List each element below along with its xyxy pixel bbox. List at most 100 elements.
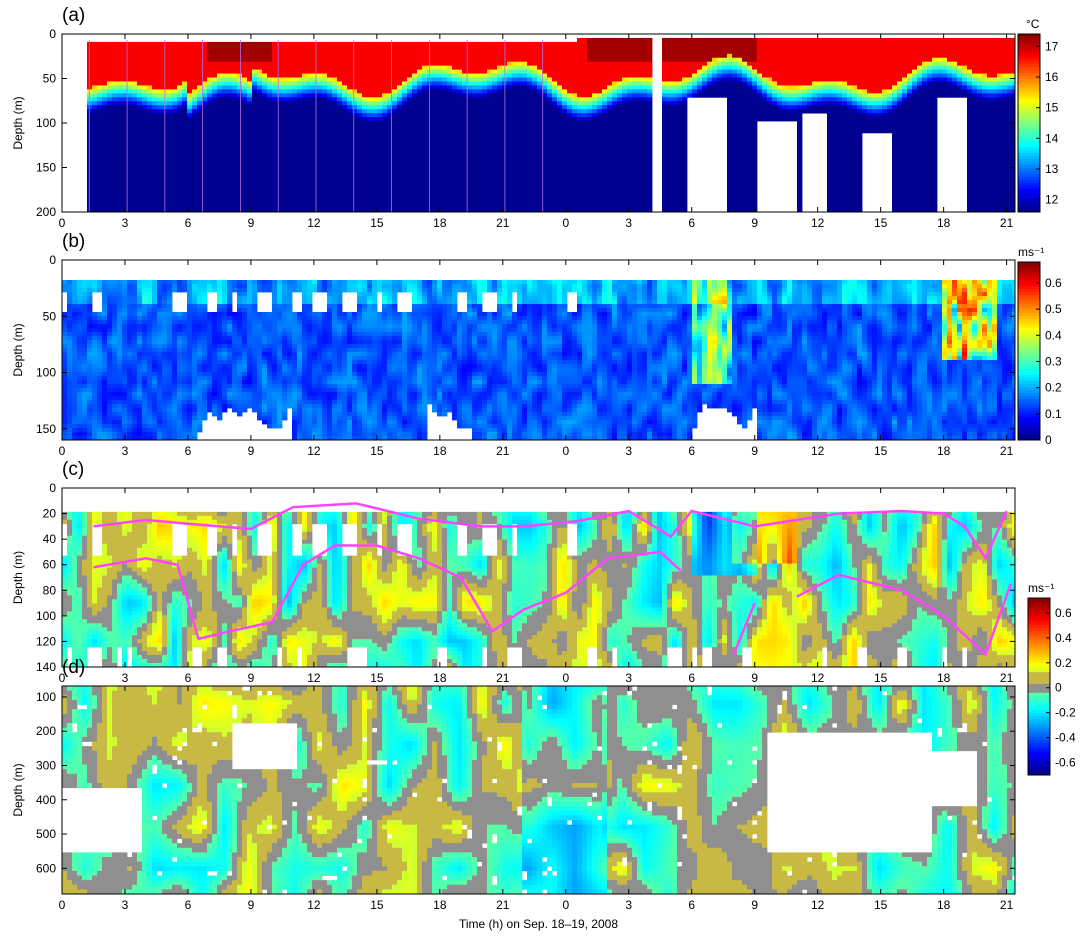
- field-cell: [377, 400, 382, 404]
- field-cell: [477, 300, 482, 304]
- field-cell: [312, 74, 317, 78]
- field-cell: [697, 81, 702, 85]
- field-cell: [442, 404, 447, 408]
- field-cell: [102, 105, 107, 109]
- field-cell: [347, 360, 352, 364]
- field-cell: [347, 404, 352, 408]
- field-cell: [362, 372, 367, 376]
- field-cell: [362, 105, 367, 109]
- field-cell: [437, 328, 442, 332]
- field-cell: [162, 428, 167, 432]
- field-cell: [77, 340, 82, 344]
- field-cell: [192, 284, 197, 288]
- field-cell: [172, 105, 177, 109]
- field-cell: [612, 93, 617, 97]
- field-cell: [797, 101, 802, 105]
- field-cell: [842, 105, 847, 109]
- field-cell: [67, 312, 72, 316]
- field-cell: [482, 316, 487, 320]
- field-cell: [67, 336, 72, 340]
- field-cell: [837, 81, 842, 85]
- field-cell: [792, 97, 797, 101]
- field-cell: [157, 432, 162, 436]
- field-cell: [77, 416, 82, 420]
- field-cell: [307, 352, 312, 360]
- field-cell: [317, 93, 322, 97]
- field-cell: [257, 384, 262, 388]
- field-cell: [882, 109, 887, 113]
- field-cell: [172, 424, 177, 428]
- field-cell: [302, 89, 307, 93]
- field-cell: [842, 101, 847, 105]
- field-cell: [187, 428, 192, 432]
- field-cell: [472, 308, 477, 312]
- field-cell: [502, 404, 507, 408]
- field-cell: [522, 288, 527, 292]
- field-cell: [517, 42, 522, 62]
- field-cell: [182, 368, 187, 372]
- field-cell: [792, 109, 797, 113]
- field-cell: [382, 292, 387, 296]
- field-cell: [192, 412, 197, 416]
- field-cell: [292, 352, 297, 356]
- field-cell: [512, 404, 517, 408]
- field-cell: [312, 372, 317, 376]
- field-cell: [882, 117, 887, 133]
- field-cell: [97, 412, 102, 416]
- field-cell: [352, 117, 357, 212]
- field-cell: [272, 380, 277, 384]
- field-cell: [347, 340, 352, 344]
- field-cell: [437, 42, 442, 66]
- field-cell: [827, 89, 832, 93]
- field-cell: [452, 292, 457, 296]
- field-cell: [357, 360, 362, 364]
- field-cell: [507, 412, 512, 416]
- field-cell: [307, 432, 312, 436]
- field-cell: [137, 42, 142, 86]
- field-cell: [467, 424, 472, 428]
- field-cell: [417, 348, 422, 352]
- field-cell: [267, 284, 272, 288]
- field-cell: [537, 42, 542, 70]
- field-cell: [382, 360, 387, 368]
- field-cell: [477, 368, 482, 372]
- field-cell: [82, 420, 87, 424]
- field-cell: [702, 66, 707, 70]
- field-cell: [332, 360, 337, 364]
- field-cell: [97, 280, 102, 284]
- field-cell: [307, 292, 312, 296]
- field-cell: [417, 280, 422, 284]
- field-cell: [637, 93, 642, 97]
- field-cell: [62, 396, 67, 400]
- field-cell: [362, 360, 367, 364]
- field-cell: [792, 85, 797, 89]
- field-cell: [707, 62, 712, 66]
- field-cell: [327, 432, 332, 436]
- field-cell: [127, 408, 132, 412]
- field-cell: [237, 62, 242, 74]
- field-cell: [377, 332, 382, 336]
- field-cell: [127, 85, 132, 89]
- field-cell: [87, 288, 92, 292]
- field-cell: [172, 368, 177, 372]
- field-cell: [937, 58, 942, 62]
- field-cell: [437, 288, 442, 292]
- field-cell: [157, 105, 162, 109]
- field-cell: [807, 109, 812, 113]
- field-cell: [412, 412, 417, 416]
- field-cell: [317, 344, 322, 348]
- field-cell: [357, 400, 362, 404]
- field-cell: [122, 308, 127, 312]
- colorbar-cell: [1018, 144, 1040, 147]
- field-cell: [122, 304, 127, 308]
- field-cell: [77, 360, 82, 364]
- field-cell: [172, 344, 177, 348]
- field-cell: [102, 42, 107, 86]
- field-cell: [457, 78, 462, 82]
- field-cell: [452, 412, 457, 416]
- field-cell: [872, 105, 877, 109]
- field-cell: [222, 320, 227, 324]
- field-cell: [67, 424, 72, 428]
- field-cell: [472, 340, 477, 344]
- field-cell: [392, 416, 397, 420]
